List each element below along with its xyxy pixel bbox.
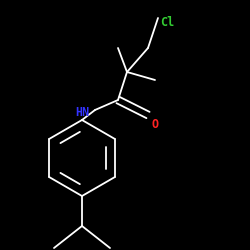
Text: O: O bbox=[151, 118, 158, 131]
Text: HN: HN bbox=[75, 106, 89, 118]
Text: Cl: Cl bbox=[160, 16, 174, 29]
